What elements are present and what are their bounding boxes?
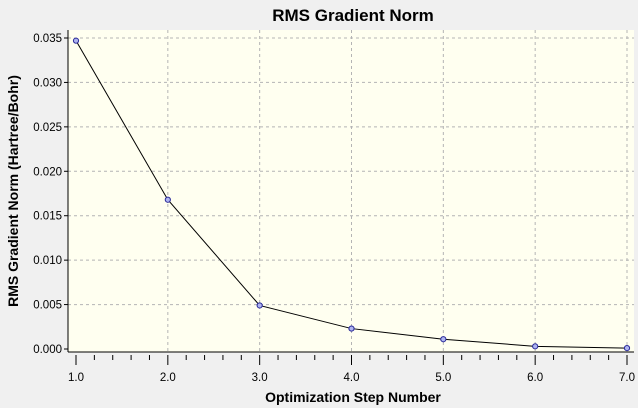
data-point (623, 345, 631, 352)
data-point (72, 37, 80, 44)
y-tick-label: 0.030 (33, 77, 62, 89)
y-axis-label: RMS Gradient Norm (Hartree/Bohr) (5, 75, 21, 307)
axes (64, 30, 634, 365)
chart-title: RMS Gradient Norm (272, 6, 434, 25)
data-point (532, 343, 539, 350)
x-tick-label: 2.0 (160, 372, 176, 384)
x-tick-label: 7.0 (619, 372, 635, 384)
x-tick-label: 3.0 (252, 372, 268, 384)
y-tick-label: 0.000 (33, 344, 62, 356)
series-layer (72, 37, 631, 352)
y-tick-label: 0.020 (33, 166, 62, 178)
data-point (164, 196, 171, 203)
x-tick-label: 4.0 (344, 372, 360, 384)
y-tick-label: 0.015 (33, 211, 62, 223)
y-tick-label: 0.010 (33, 255, 62, 267)
x-axis-label: Optimization Step Number (265, 389, 441, 405)
x-tick-label: 5.0 (435, 372, 451, 384)
y-tick-label: 0.025 (33, 122, 62, 134)
x-tick-label: 1.0 (68, 372, 84, 384)
y-tick-label: 0.035 (33, 33, 62, 45)
data-point (348, 325, 355, 332)
y-tick-label: 0.005 (33, 300, 62, 312)
data-point (256, 302, 263, 309)
data-point (440, 336, 447, 343)
grid (68, 30, 634, 352)
tick-labels: 0.000 0.005 0.010 0.015 0.020 0.025 0.030 0.035… (33, 33, 635, 384)
x-tick-label: 6.0 (527, 372, 543, 384)
